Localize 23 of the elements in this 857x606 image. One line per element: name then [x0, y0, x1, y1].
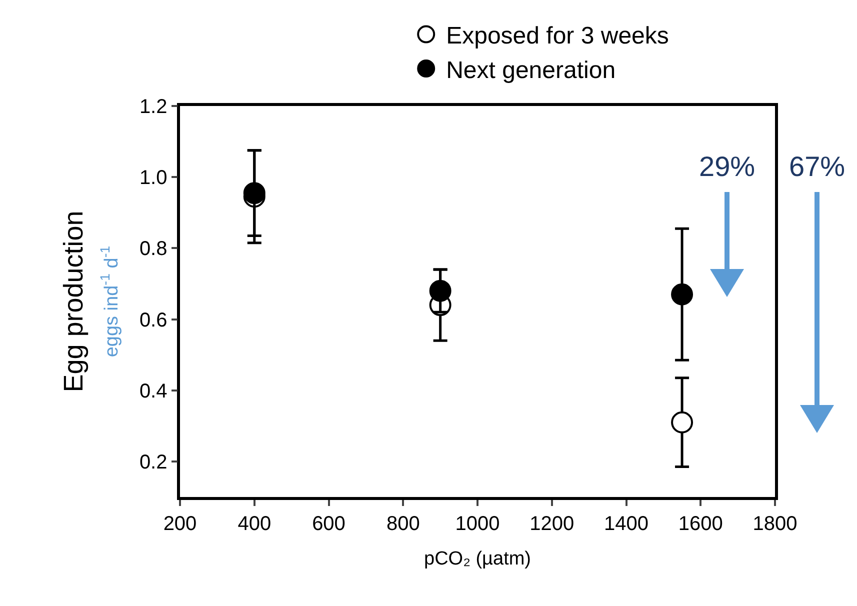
- x-tick-label: 1600: [678, 512, 723, 535]
- x-tick-label: 1800: [752, 512, 798, 535]
- point: [671, 411, 694, 434]
- y-tick-label: 0.2: [139, 451, 168, 474]
- x-tick-label: 600: [312, 512, 346, 535]
- y-tick-label: 0.8: [139, 238, 168, 260]
- x-tick-label: 200: [163, 512, 197, 535]
- legend-label: Next generation: [446, 56, 616, 84]
- x-tick-label: 800: [386, 512, 420, 535]
- x-tick-label: 1400: [604, 512, 648, 535]
- x-tick-label: 1200: [530, 512, 574, 535]
- y-tick-label: 0.6: [139, 309, 168, 332]
- text: 67%: [789, 151, 846, 182]
- annotation: 29%: [699, 151, 756, 182]
- y-tick-label: 1.0: [139, 167, 168, 190]
- x-tick-label: 1000: [455, 512, 500, 535]
- point: [429, 280, 452, 302]
- y-tick-label: 0.4: [139, 380, 168, 402]
- x-axis-title: pCO₂ (µatm): [424, 548, 531, 570]
- point: [671, 283, 694, 306]
- legend-label: Exposed for 3 weeks: [446, 22, 669, 50]
- y-tick-label: 1.2: [139, 96, 168, 118]
- x-tick-label: 400: [238, 512, 272, 535]
